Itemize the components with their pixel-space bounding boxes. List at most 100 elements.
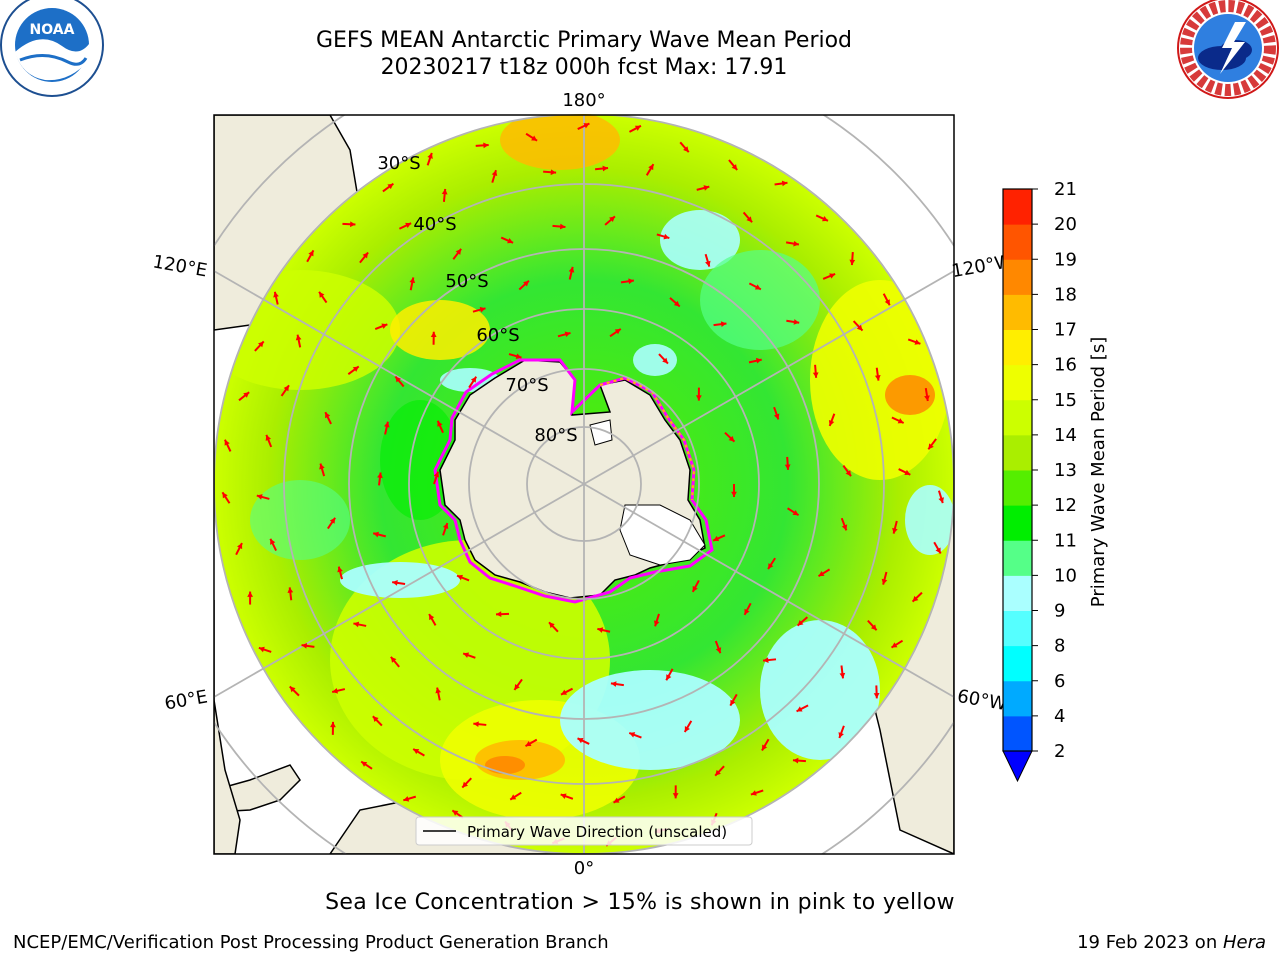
colorbar-tick-label: 17: [1054, 320, 1077, 341]
lon-label-60w: 60°W: [956, 686, 1009, 715]
wave-arrow: [412, 748, 425, 757]
wave-arrow: [817, 568, 831, 578]
wave-arrow: [353, 621, 367, 628]
colorbar-tick-label: 21: [1054, 179, 1077, 200]
wave-arrow: [852, 320, 864, 332]
wave-arrow: [874, 367, 881, 381]
wave-arrow: [695, 387, 702, 401]
wave-arrow: [269, 538, 278, 551]
colorbar-band: [1003, 645, 1032, 682]
wave-arrow: [620, 278, 635, 285]
colorbar-band: [1003, 575, 1032, 611]
wave-arrow: [691, 579, 700, 593]
lat-label-80s: 80°S: [534, 425, 577, 446]
wave-arrow: [409, 277, 416, 291]
wave-arrow: [696, 185, 710, 191]
colorbar-tick-label: 2: [1054, 741, 1065, 762]
wave-arrow: [595, 165, 609, 172]
wave-arrow: [713, 321, 727, 327]
wave-arrow: [287, 587, 294, 601]
wave-arrow: [838, 725, 845, 739]
wave-arrow: [665, 668, 674, 681]
wave-arrow: [468, 376, 478, 389]
wave-arrow: [840, 517, 848, 531]
wave-arrow: [433, 471, 440, 485]
wave-arrow: [672, 785, 679, 799]
wave-arrow: [258, 646, 272, 653]
wave-arrow: [327, 517, 336, 530]
wave-arrow: [475, 142, 489, 149]
colorbar-band: [1003, 224, 1032, 260]
wave-arrow: [525, 132, 538, 142]
colorbar-band: [1003, 189, 1032, 225]
wave-arrow: [812, 364, 819, 378]
colorbar-label: Primary Wave Mean Period [s]: [1088, 337, 1109, 607]
wave-arrow: [265, 434, 273, 448]
wave-arrow: [428, 613, 437, 626]
lat-label-70s: 70°S: [505, 375, 548, 396]
wave-arrow: [461, 777, 473, 789]
wave-arrow: [560, 687, 574, 696]
wave-arrow: [568, 266, 575, 280]
footer-host: Hera: [1222, 932, 1266, 953]
lat-label-60s: 60°S: [476, 325, 519, 346]
colorbar-band: [1003, 434, 1032, 471]
colorbar-tick-label: 9: [1054, 601, 1065, 622]
colorbar-band: [1003, 294, 1032, 330]
wave-arrow: [495, 611, 510, 618]
colorbar-band: [1003, 505, 1032, 541]
wave-arrow: [604, 215, 616, 226]
map-axes: [213, 114, 955, 855]
wave-arrow: [679, 141, 690, 153]
wave-arrow: [337, 566, 344, 580]
wave-arrow: [714, 640, 722, 654]
wave-arrow: [557, 331, 571, 338]
wave-arrow: [890, 639, 904, 649]
wave-arrow: [500, 236, 514, 244]
wave-arrow: [426, 152, 433, 166]
wave-arrow: [750, 789, 764, 796]
wave-arrow: [442, 522, 449, 536]
wave-arrow: [392, 580, 406, 586]
wave-arrow: [224, 439, 232, 452]
wave-arrow: [597, 627, 611, 633]
wave-arrow: [815, 214, 829, 222]
colorbar: 2 4 6 8 9 10 11 12 13 14 15 16 17 18 19 20 21: [1002, 179, 1077, 783]
wave-arrow: [473, 721, 487, 728]
wave-arrow: [761, 738, 770, 751]
wave-arrow: [787, 507, 800, 517]
wave-arrow: [933, 541, 942, 555]
wave-arrow: [289, 685, 300, 697]
wave-arrow: [280, 384, 290, 397]
wave-arrow: [347, 365, 360, 376]
colorbar-tick-label: 6: [1054, 671, 1065, 692]
legend-label: Primary Wave Direction (unscaled): [467, 823, 727, 841]
sea-ice-caption: Sea Ice Concentration > 15% is shown in …: [325, 890, 955, 915]
wave-arrow: [256, 494, 270, 500]
wave-arrow: [306, 249, 315, 263]
colorbar-tick-label: 20: [1054, 214, 1077, 235]
wave-arrow: [235, 542, 243, 556]
wave-arrow: [628, 124, 642, 133]
wave-arrow: [924, 387, 930, 402]
wave-arrow: [430, 331, 437, 345]
wave-arrow: [796, 704, 809, 713]
wave-arrow: [383, 421, 390, 435]
wave-arrow: [318, 291, 328, 304]
wave-arrow: [839, 665, 846, 679]
wave-arrow: [873, 685, 880, 699]
wave-arrow: [849, 252, 856, 266]
chart-title: GEFS MEAN Antarctic Primary Wave Mean Pe…: [315, 28, 853, 53]
map-frame: [213, 114, 955, 855]
colorbar-band: [1003, 329, 1032, 366]
wave-arrow: [683, 720, 693, 733]
wave-arrow: [331, 688, 346, 694]
wave-arrow: [295, 334, 302, 348]
colorbar-tick-label: 12: [1054, 495, 1077, 516]
wave-arrow: [767, 557, 776, 570]
colorbar-tick-label: 16: [1054, 355, 1077, 376]
wave-arrow: [656, 233, 670, 240]
wave-arrow: [548, 621, 559, 633]
graticule: [214, 115, 954, 854]
